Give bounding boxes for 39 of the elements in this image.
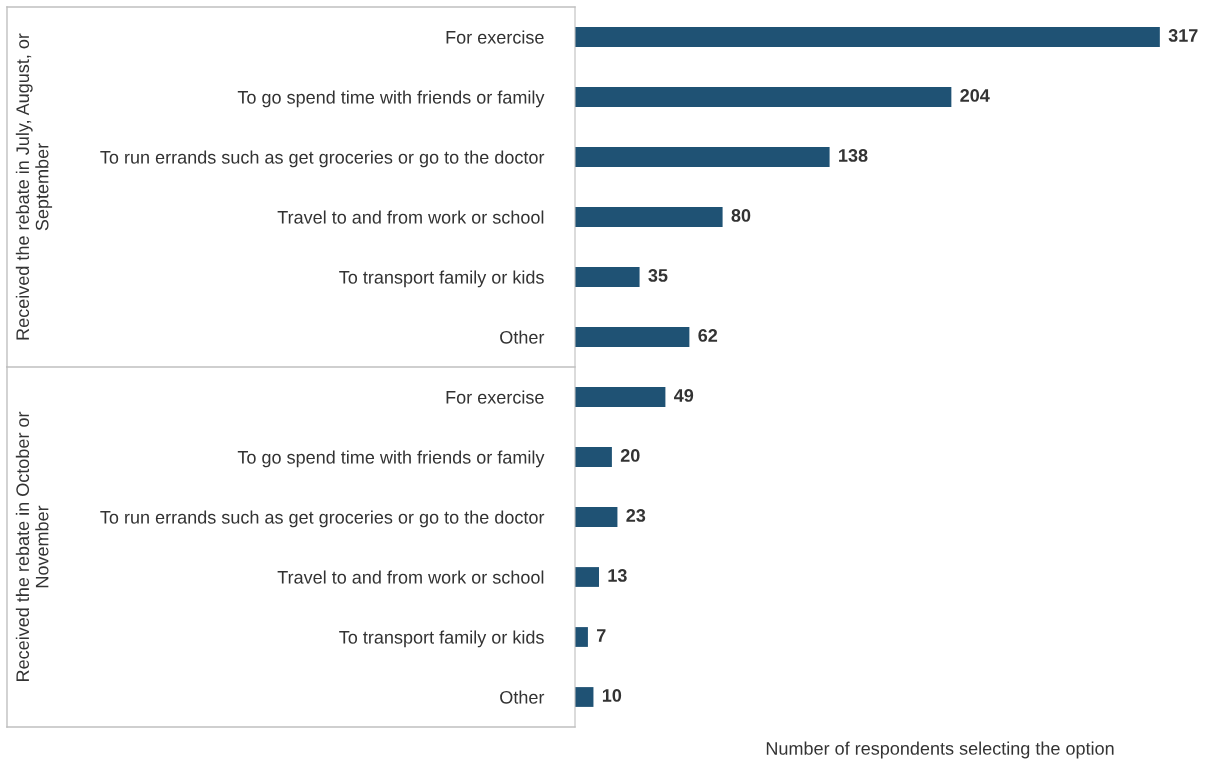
- y-tick-label: To run errands such as get groceries or go to the doctor: [100, 150, 545, 168]
- data-label: 23: [626, 509, 646, 522]
- bar: [575, 447, 612, 467]
- text: Received the rebate in July, August, or September: [15, 33, 53, 340]
- y-tick-label: Other: [500, 690, 545, 704]
- bar: [575, 327, 690, 347]
- data-label: 80: [731, 209, 751, 222]
- y-tick-label: Travel to and from work or school: [277, 210, 544, 224]
- data-label: 49: [674, 389, 694, 402]
- bar: [575, 147, 830, 167]
- data-label: 317: [1168, 29, 1198, 42]
- data-label: 10: [602, 689, 622, 702]
- data-label: 204: [960, 89, 990, 102]
- x-axis-title: Number of respondents selecting the option: [766, 741, 1114, 759]
- y-tick-label: For exercise: [446, 30, 544, 44]
- y-tick-label: Travel to and from work or school: [277, 570, 544, 584]
- bar: [575, 87, 952, 107]
- data-label: 13: [608, 569, 627, 582]
- bar: [575, 567, 599, 587]
- bar: [575, 27, 1160, 47]
- y-tick-label: To go spend time with friends or family: [237, 90, 545, 108]
- y-tick-label: To transport family or kids: [339, 630, 544, 648]
- text: Received the rebate in October or November: [15, 411, 49, 681]
- y-tick-label: To run errands such as get groceries or go to the doctor: [100, 510, 545, 528]
- bar: [575, 507, 618, 527]
- y-tick-label: Other: [500, 330, 545, 344]
- bar: [575, 387, 666, 407]
- data-label: 20: [620, 449, 640, 462]
- data-label: 62: [698, 329, 718, 342]
- bar: [575, 267, 640, 287]
- bar: [575, 627, 588, 647]
- y-tick-label: To go spend time with friends or family: [237, 450, 545, 468]
- y-tick-label: To transport family or kids: [339, 270, 544, 288]
- y-tick-label: For exercise: [446, 390, 544, 404]
- data-label: 138: [839, 149, 868, 162]
- data-label: 7: [597, 629, 606, 642]
- bar: [575, 207, 723, 227]
- data-label: 35: [648, 269, 668, 282]
- bar: [575, 687, 594, 707]
